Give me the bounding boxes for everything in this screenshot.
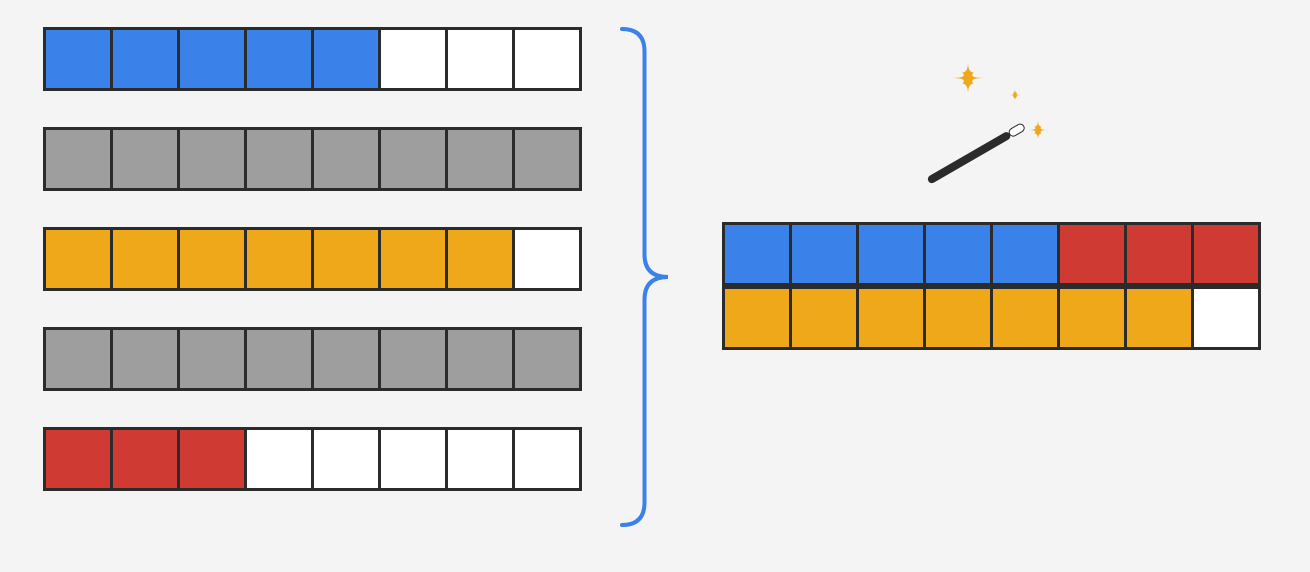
- input-row: [43, 427, 582, 491]
- output-cell: [1124, 222, 1194, 286]
- curly-brace-icon: [620, 27, 670, 527]
- input-cell: [445, 427, 515, 491]
- input-cell: [311, 327, 381, 391]
- input-cell: [177, 427, 247, 491]
- input-cell: [244, 227, 314, 291]
- input-cell: [445, 27, 515, 91]
- output-cell: [923, 286, 993, 350]
- input-cell: [378, 227, 448, 291]
- input-row: [43, 127, 582, 191]
- output-cell: [923, 222, 993, 286]
- input-cell: [244, 427, 314, 491]
- input-cell: [378, 427, 448, 491]
- output-cell: [1057, 286, 1127, 350]
- input-cell: [177, 227, 247, 291]
- input-cell: [43, 327, 113, 391]
- input-cell: [512, 427, 582, 491]
- input-cell: [512, 327, 582, 391]
- input-cell: [110, 327, 180, 391]
- output-cell: [856, 222, 926, 286]
- input-cell: [445, 127, 515, 191]
- input-cell: [110, 127, 180, 191]
- input-cell: [512, 227, 582, 291]
- input-cell: [445, 227, 515, 291]
- input-cell: [110, 427, 180, 491]
- input-cell: [378, 127, 448, 191]
- output-cell: [1057, 222, 1127, 286]
- input-cell: [512, 27, 582, 91]
- input-cell: [311, 427, 381, 491]
- sparkle-icon: [952, 62, 984, 94]
- input-row: [43, 27, 582, 91]
- sparkle-icon: [1028, 120, 1048, 140]
- diagram-canvas: [0, 0, 1310, 572]
- input-cell: [512, 127, 582, 191]
- output-cell: [1191, 286, 1261, 350]
- input-cell: [244, 127, 314, 191]
- output-cell: [789, 286, 859, 350]
- wand-body: [926, 123, 1025, 185]
- input-cell: [110, 227, 180, 291]
- input-cell: [43, 127, 113, 191]
- input-cell: [177, 27, 247, 91]
- output-cell: [856, 286, 926, 350]
- input-row: [43, 227, 582, 291]
- input-cell: [311, 27, 381, 91]
- input-row: [43, 327, 582, 391]
- output-cell: [990, 222, 1060, 286]
- input-cell: [43, 427, 113, 491]
- output-cell: [990, 286, 1060, 350]
- magic-wand-icon: [920, 60, 1080, 190]
- input-cell: [378, 27, 448, 91]
- input-cell: [177, 127, 247, 191]
- input-cell: [378, 327, 448, 391]
- input-cell: [445, 327, 515, 391]
- output-row: [722, 222, 1261, 286]
- input-cell: [311, 227, 381, 291]
- output-cell: [722, 222, 792, 286]
- output-cell: [1191, 222, 1261, 286]
- output-cell: [722, 286, 792, 350]
- input-cell: [110, 27, 180, 91]
- input-cell: [244, 27, 314, 91]
- input-cell: [311, 127, 381, 191]
- input-cell: [43, 27, 113, 91]
- output-cell: [789, 222, 859, 286]
- input-cell: [43, 227, 113, 291]
- output-cell: [1124, 286, 1194, 350]
- input-cell: [244, 327, 314, 391]
- sparkle-icon: [1009, 89, 1021, 101]
- output-row: [722, 286, 1261, 350]
- input-cell: [177, 327, 247, 391]
